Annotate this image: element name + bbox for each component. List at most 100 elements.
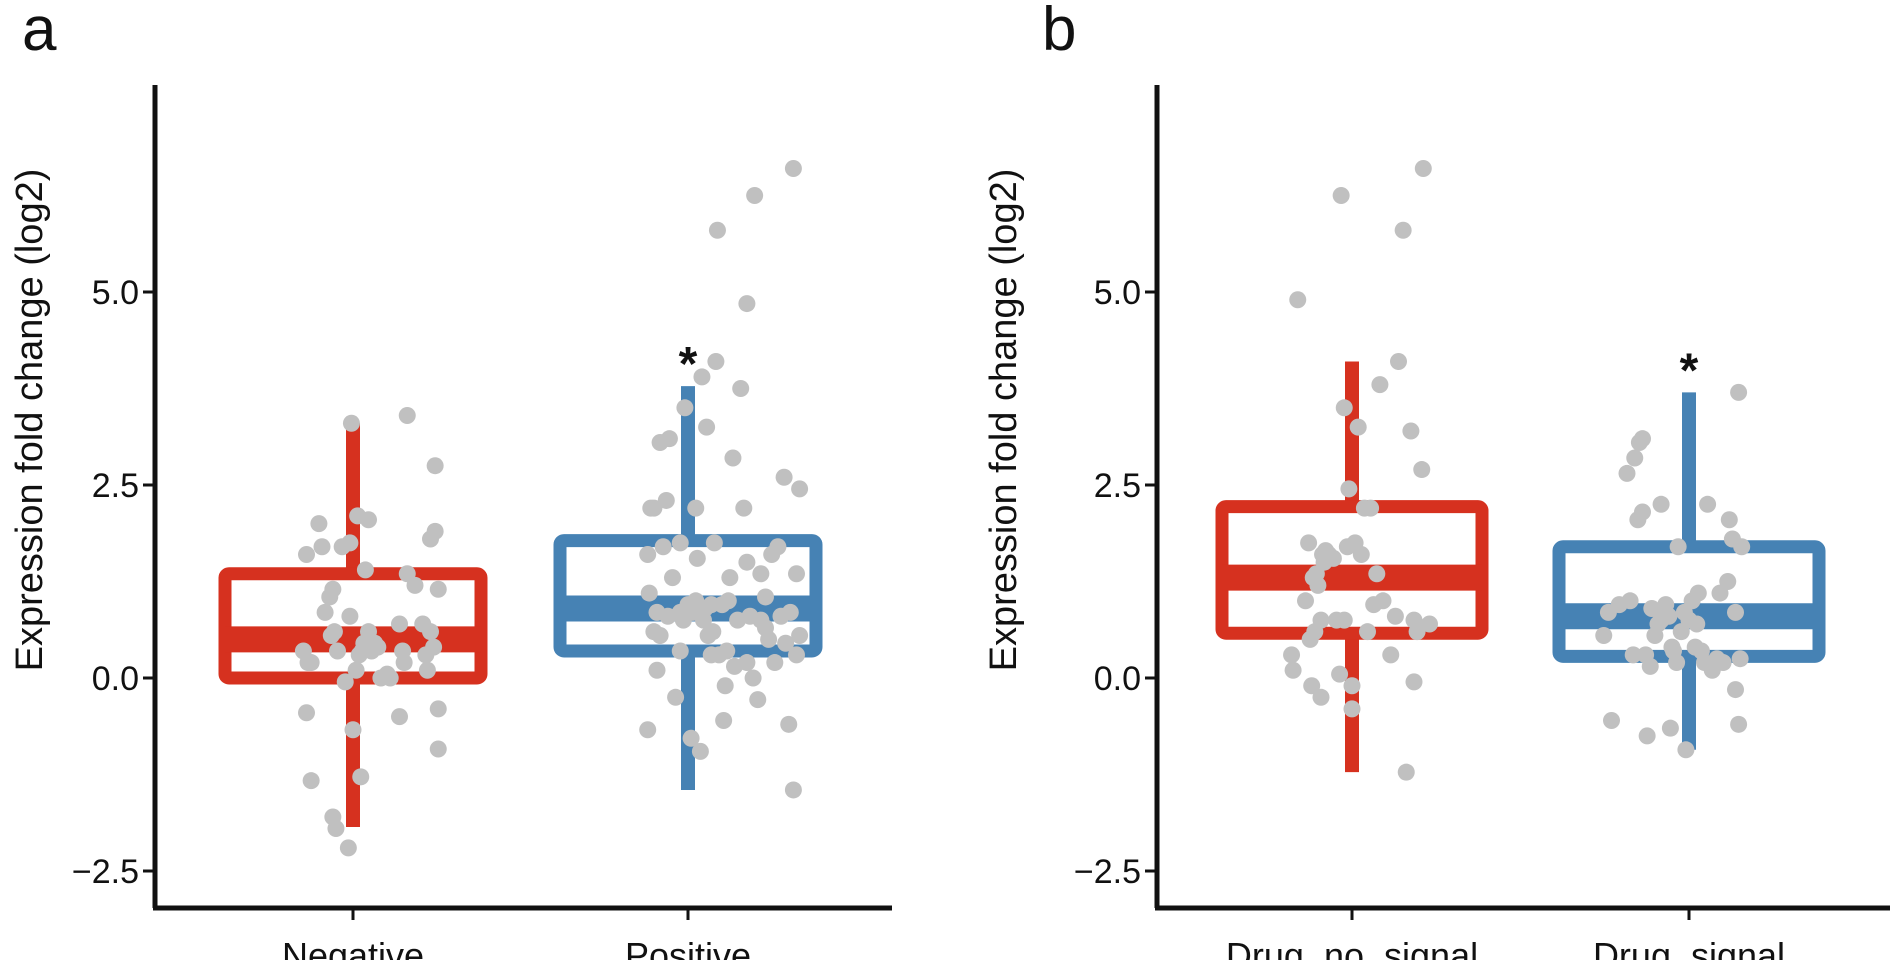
data-point <box>310 515 328 533</box>
data-point <box>1332 187 1350 204</box>
data-point <box>1652 495 1670 513</box>
data-point <box>381 669 399 687</box>
data-point <box>418 661 436 679</box>
panel-b-ytick-label-0: −2.5 <box>1074 853 1141 891</box>
data-point <box>760 630 778 648</box>
data-point <box>425 638 443 656</box>
data-point <box>738 654 756 672</box>
data-point <box>344 721 362 739</box>
data-point <box>369 638 387 656</box>
data-point <box>341 534 359 552</box>
data-point <box>342 414 360 432</box>
data-point <box>752 565 770 583</box>
panel-b-significance-1: * <box>1680 344 1699 397</box>
data-point <box>639 721 657 739</box>
data-point <box>1714 654 1732 672</box>
data-point <box>1349 418 1367 436</box>
data-point <box>1720 511 1738 529</box>
panel-b-ytick-label-2: 2.5 <box>1094 467 1141 505</box>
data-point <box>1300 534 1318 552</box>
data-point <box>1371 376 1389 394</box>
data-point <box>707 352 725 370</box>
data-point <box>1340 480 1358 498</box>
data-point <box>325 623 343 641</box>
data-point <box>298 704 315 722</box>
data-point <box>671 534 689 552</box>
panel-b-ylabel: Expression fold change (log2) <box>983 169 1025 672</box>
data-point <box>1343 700 1361 718</box>
data-point <box>688 549 706 567</box>
data-point <box>347 661 365 679</box>
data-point <box>687 499 705 517</box>
data-point <box>732 380 750 397</box>
data-point <box>716 677 734 695</box>
data-point <box>1312 688 1330 706</box>
data-point <box>298 545 315 563</box>
panel-a-ylabel: Expression fold change (log2) <box>9 169 51 672</box>
panel-b-ytick-label-3: 5.0 <box>1094 274 1141 312</box>
data-point <box>749 691 767 709</box>
data-point <box>1621 592 1639 610</box>
panel-a-ytick-label-0: −2.5 <box>72 853 139 891</box>
panel-a-ytick-label-3: 5.0 <box>92 274 139 312</box>
panel-a-yticks: −2.5 0.0 2.5 5.0 <box>72 274 155 891</box>
data-point <box>391 615 408 633</box>
data-point <box>791 480 809 498</box>
panel-a-xticks: Negative Positive <box>282 908 751 960</box>
data-point <box>1641 657 1659 675</box>
data-point <box>329 642 346 660</box>
data-point <box>1421 615 1438 633</box>
data-point <box>1368 565 1386 583</box>
data-point <box>1661 719 1679 737</box>
panel-b-xtick-label-0: Drug_no_signal <box>1226 935 1478 960</box>
data-point <box>356 561 374 579</box>
data-point <box>1638 727 1656 745</box>
data-point <box>1289 291 1307 309</box>
data-point <box>693 368 711 386</box>
data-point <box>744 669 762 687</box>
data-point <box>339 839 357 857</box>
data-point <box>422 623 439 641</box>
data-point <box>781 603 799 621</box>
data-point <box>671 642 689 660</box>
data-point <box>1309 576 1327 594</box>
data-point <box>336 673 354 691</box>
data-point <box>1394 221 1412 239</box>
data-point <box>1324 549 1342 567</box>
data-point <box>1603 711 1620 729</box>
data-point <box>394 642 412 660</box>
data-point <box>426 457 444 475</box>
data-point <box>705 534 723 552</box>
data-point <box>1335 611 1353 629</box>
data-point <box>738 553 756 571</box>
data-point <box>651 627 669 645</box>
data-point <box>1382 646 1400 664</box>
data-point <box>1618 464 1636 482</box>
panel-b-xticks: Drug_no_signal Drug_signal <box>1226 908 1785 960</box>
data-point <box>667 688 685 706</box>
data-point <box>719 592 737 610</box>
data-point <box>664 569 681 587</box>
data-point <box>642 499 660 517</box>
data-point <box>691 742 709 760</box>
data-point <box>1331 665 1349 683</box>
data-point <box>398 407 416 425</box>
data-point <box>1688 615 1706 633</box>
data-point <box>698 418 716 436</box>
data-point <box>302 772 320 790</box>
data-point <box>391 708 408 726</box>
data-point <box>426 522 444 540</box>
data-point <box>313 538 331 556</box>
data-point <box>1297 592 1314 610</box>
data-point <box>721 569 739 587</box>
data-point <box>640 584 658 602</box>
panel-a-ytick-label-1: 0.0 <box>92 660 139 698</box>
panel-a: a Expression fold change (log2) −2.5 0.0… <box>9 0 892 960</box>
data-point <box>654 538 672 556</box>
panel-a-significance-1: * <box>679 338 698 391</box>
data-point <box>1660 607 1678 625</box>
data-point <box>1699 495 1717 513</box>
data-point <box>1719 573 1737 590</box>
panel-b: b Expression fold change (log2) −2.5 0.0… <box>983 0 1890 960</box>
